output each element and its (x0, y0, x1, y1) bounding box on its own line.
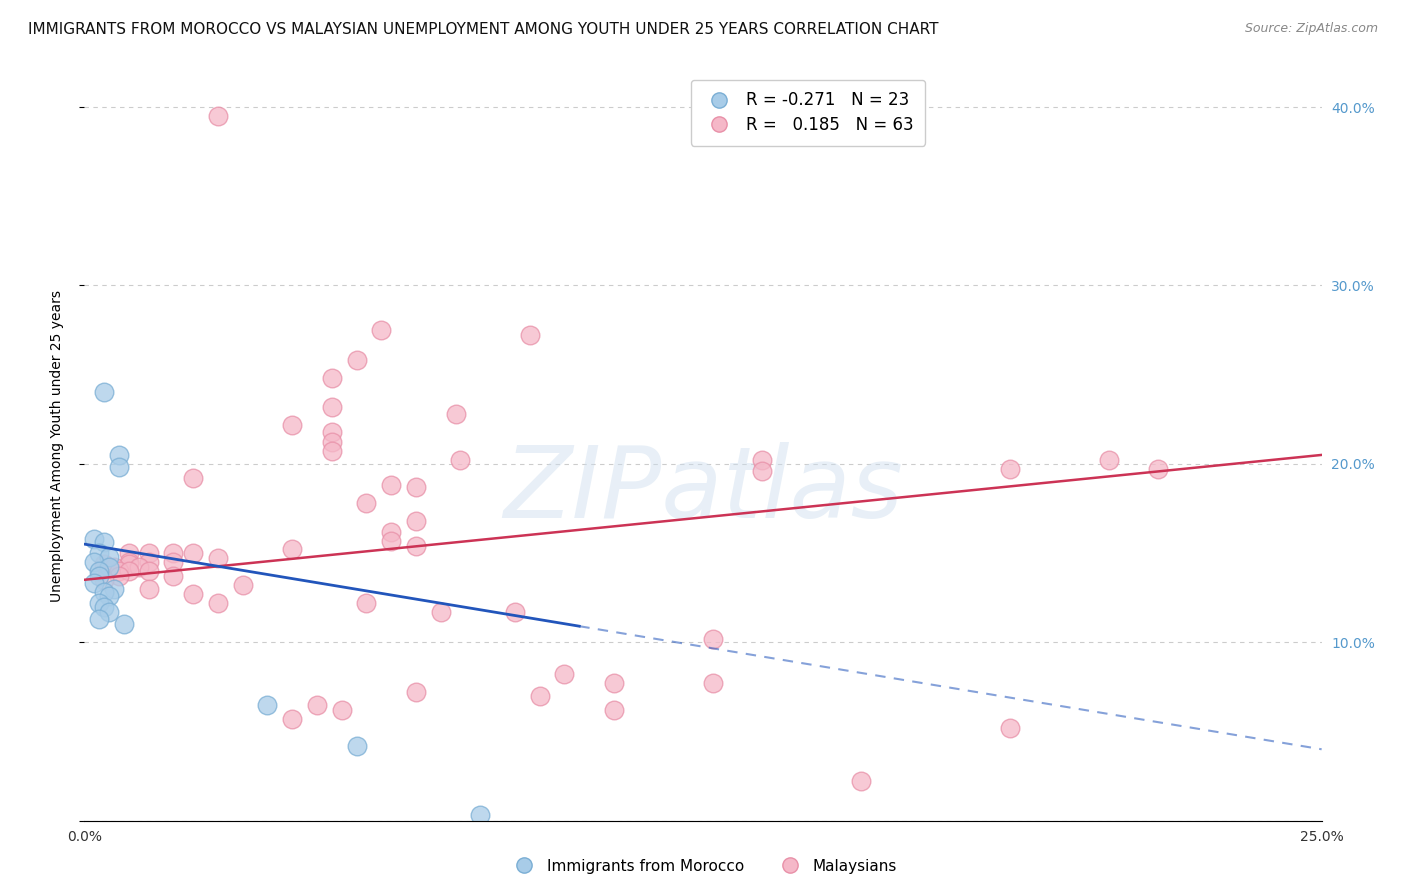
Point (181, 471, 204, 485)
Point (380, 478, 402, 492)
Point (162, 555, 184, 569)
Point (83, 576, 105, 591)
Y-axis label: Unemployment Among Youth under 25 years: Unemployment Among Youth under 25 years (49, 290, 63, 602)
Point (998, 462, 1021, 476)
Text: Source: ZipAtlas.com: Source: ZipAtlas.com (1244, 22, 1378, 36)
Point (162, 569, 184, 583)
Point (281, 542, 304, 557)
Point (405, 480, 427, 494)
Point (138, 582, 160, 596)
Point (103, 582, 125, 596)
Point (108, 460, 131, 475)
Point (98, 589, 121, 603)
Point (503, 605, 526, 619)
Point (321, 371, 343, 385)
Point (103, 560, 125, 574)
Point (321, 400, 343, 414)
Point (83, 555, 105, 569)
Point (207, 109, 229, 123)
Point (162, 546, 184, 560)
Point (93, 599, 115, 614)
Point (112, 617, 135, 632)
Point (89, 564, 111, 578)
Point (405, 685, 427, 699)
Point (93, 585, 115, 599)
Point (998, 721, 1021, 735)
Point (405, 539, 427, 553)
Point (346, 353, 368, 368)
Point (380, 524, 402, 539)
Point (429, 605, 451, 619)
Point (138, 564, 160, 578)
Point (553, 667, 575, 681)
Point (321, 444, 343, 458)
Text: IMMIGRANTS FROM MOROCCO VS MALAYSIAN UNEMPLOYMENT AMONG YOUTH UNDER 25 YEARS COR: IMMIGRANTS FROM MOROCCO VS MALAYSIAN UNE… (28, 22, 939, 37)
Point (370, 323, 392, 337)
Point (93, 557, 115, 571)
Point (98, 549, 121, 564)
Point (89, 596, 111, 610)
Point (603, 676, 626, 690)
Point (1098, 453, 1121, 467)
Point (603, 703, 626, 717)
Text: ZIPatlas: ZIPatlas (503, 442, 903, 540)
Point (181, 587, 204, 601)
Point (89, 569, 111, 583)
Point (444, 407, 467, 421)
Point (321, 435, 343, 450)
Point (330, 703, 353, 717)
Point (851, 774, 873, 789)
Point (256, 698, 278, 712)
Point (519, 328, 541, 343)
Point (128, 560, 150, 574)
Point (118, 555, 141, 569)
Point (450, 453, 472, 467)
Point (380, 533, 402, 548)
Point (108, 448, 131, 462)
Point (751, 464, 773, 478)
Point (83, 532, 105, 546)
Point (118, 564, 141, 578)
Point (702, 676, 724, 690)
Legend: R = -0.271   N = 23, R =   0.185   N = 63: R = -0.271 N = 23, R = 0.185 N = 63 (690, 79, 925, 145)
Point (93, 385, 115, 400)
Point (702, 632, 724, 646)
Point (108, 564, 131, 578)
Point (93, 573, 115, 587)
Point (232, 578, 254, 592)
Point (470, 808, 492, 822)
Point (181, 546, 204, 560)
Point (89, 612, 111, 626)
Point (118, 557, 141, 571)
Point (1147, 462, 1170, 476)
Point (89, 546, 111, 560)
Point (207, 596, 229, 610)
Point (281, 712, 304, 726)
Point (751, 453, 773, 467)
Point (356, 496, 378, 510)
Point (98, 605, 121, 619)
Point (405, 514, 427, 528)
Point (305, 698, 328, 712)
Legend: Immigrants from Morocco, Malaysians: Immigrants from Morocco, Malaysians (502, 853, 904, 880)
Point (356, 596, 378, 610)
Point (138, 546, 160, 560)
Point (98, 560, 121, 574)
Point (346, 739, 368, 753)
Point (281, 417, 304, 432)
Point (529, 689, 551, 703)
Point (321, 425, 343, 439)
Point (138, 555, 160, 569)
Point (93, 535, 115, 549)
Point (118, 546, 141, 560)
Point (207, 551, 229, 566)
Point (108, 569, 131, 583)
